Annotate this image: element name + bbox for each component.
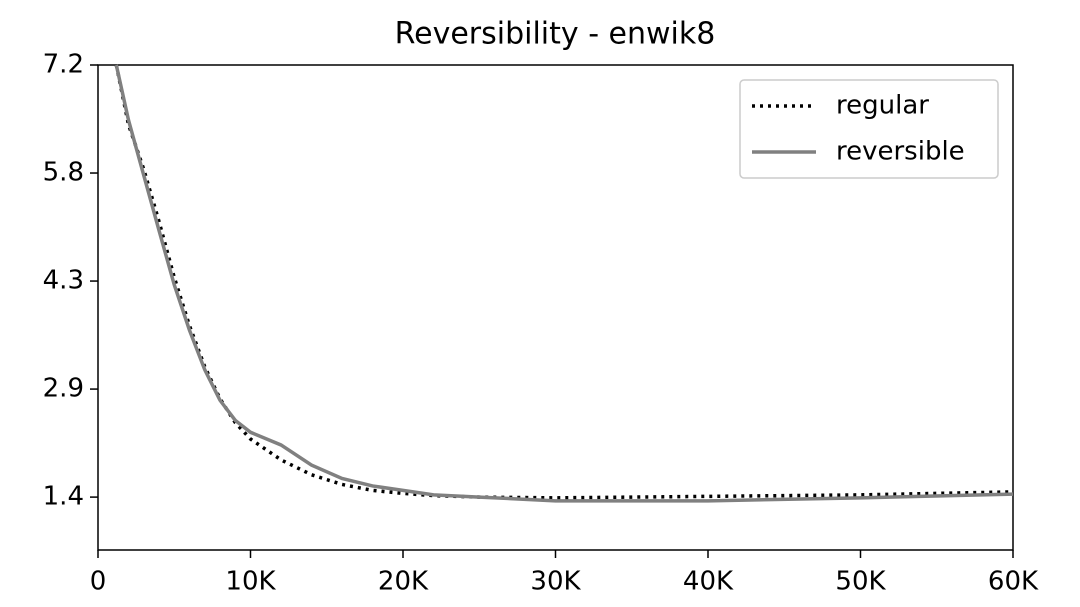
y-tick-label: 5.8	[43, 158, 84, 188]
x-tick-label: 40K	[683, 567, 734, 597]
x-tick-label: 60K	[988, 567, 1039, 597]
x-tick-label: 50K	[835, 567, 886, 597]
line-series	[114, 64, 1014, 503]
x-tick-label: 10K	[225, 567, 276, 597]
x-tick-label: 30K	[530, 567, 581, 597]
legend-label: reversible	[836, 137, 965, 167]
y-tick-label: 7.2	[43, 50, 84, 80]
y-tick-label: 1.4	[43, 482, 84, 512]
y-tick-label: 2.9	[43, 374, 84, 404]
chart-title: Reversibility - enwik8	[395, 17, 716, 52]
legend-label: regular	[836, 91, 929, 121]
y-tick-label: 4.3	[43, 266, 84, 296]
x-tick-label: 20K	[378, 567, 429, 597]
x-tick-label: 0	[90, 567, 107, 597]
